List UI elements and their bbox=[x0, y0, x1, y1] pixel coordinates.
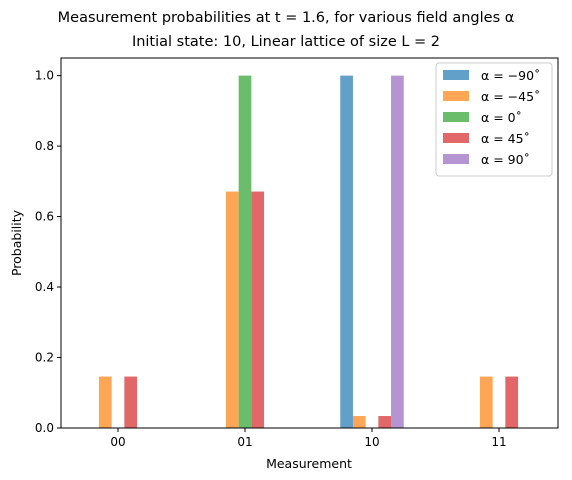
legend-swatch-0 bbox=[443, 70, 469, 80]
bar-series-3-01 bbox=[251, 191, 265, 428]
y-tick-label: 0.6 bbox=[35, 210, 54, 224]
y-axis-label: Probability bbox=[9, 209, 24, 276]
x-tick-label: 00 bbox=[110, 435, 125, 449]
bar-series-4-10 bbox=[391, 75, 404, 428]
bar-series-2-01 bbox=[238, 75, 252, 428]
y-axis-ticks: 0.0 0.2 0.4 0.6 0.8 1.0 bbox=[35, 69, 61, 435]
chart-title-line-2: Initial state: 10, Linear lattice of siz… bbox=[131, 34, 441, 50]
x-axis-label: Measurement bbox=[266, 456, 352, 471]
bar-series-1-00 bbox=[98, 376, 112, 428]
legend-label-3: α = 45˚ bbox=[481, 131, 530, 146]
y-tick-label: 1.0 bbox=[35, 69, 54, 83]
bar-series-3-11 bbox=[505, 376, 519, 428]
bar-series-1-11 bbox=[479, 376, 493, 428]
y-tick-label: 0.0 bbox=[35, 421, 54, 435]
y-tick-label: 0.8 bbox=[35, 139, 54, 153]
legend: α = −90˚ α = −45˚ α = 0˚ α = 45˚ α = 90˚ bbox=[435, 62, 553, 177]
legend-swatch-3 bbox=[443, 133, 469, 143]
chart-title-line-1: Measurement probabilities at t = 1.6, fo… bbox=[57, 10, 515, 26]
bar-series-3-10 bbox=[378, 416, 392, 428]
x-tick-label: 10 bbox=[364, 435, 379, 449]
bar-series-1-10 bbox=[352, 416, 366, 428]
legend-swatch-1 bbox=[443, 91, 469, 101]
x-tick-label: 11 bbox=[491, 435, 506, 449]
legend-label-1: α = −45˚ bbox=[481, 89, 540, 104]
legend-label-4: α = 90˚ bbox=[481, 152, 530, 167]
bar-series-0-10 bbox=[340, 75, 353, 428]
y-tick-label: 0.2 bbox=[35, 351, 54, 365]
y-tick-label: 0.4 bbox=[35, 280, 54, 294]
bar-series-3-00 bbox=[124, 376, 138, 428]
x-axis-ticks: 00 01 10 11 bbox=[110, 428, 507, 449]
legend-label-2: α = 0˚ bbox=[481, 110, 522, 125]
bars-group bbox=[98, 75, 519, 428]
x-tick-label: 01 bbox=[237, 435, 252, 449]
plot-frame bbox=[60, 57, 559, 429]
legend-swatch-4 bbox=[443, 154, 469, 164]
legend-label-0: α = −90˚ bbox=[481, 68, 540, 83]
legend-swatch-2 bbox=[443, 112, 469, 122]
bar-series-1-01 bbox=[225, 191, 239, 428]
